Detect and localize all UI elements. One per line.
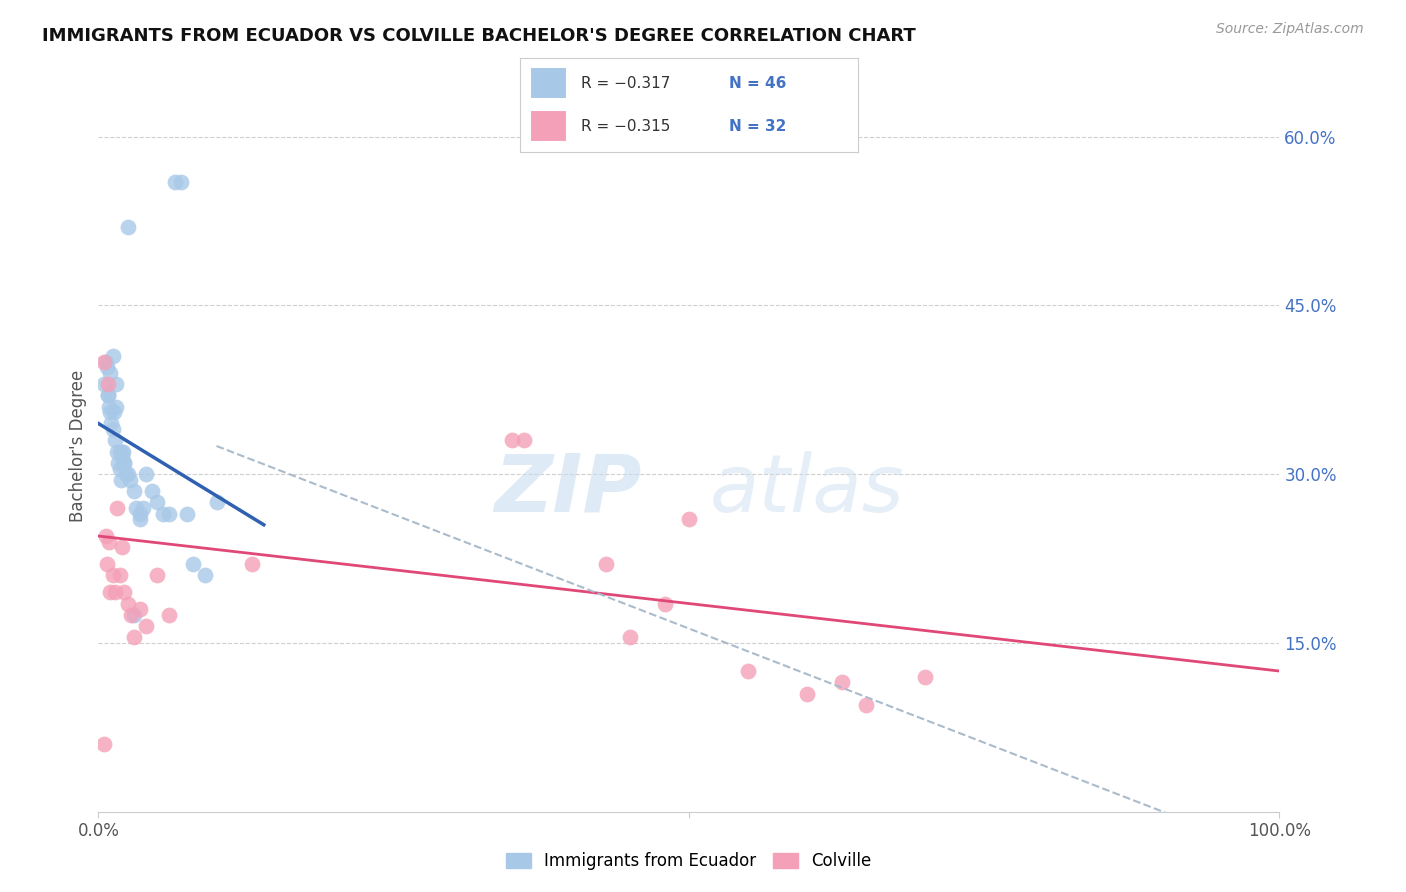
Point [98, 366, 121, 380]
Point [141, 483, 163, 498]
Point [619, 630, 641, 644]
Point [98, 400, 121, 414]
Point [96, 557, 118, 571]
Point [104, 434, 127, 448]
Point [108, 461, 131, 475]
Point [120, 473, 142, 487]
Point [107, 456, 129, 470]
Point [93, 354, 115, 368]
Point [117, 467, 139, 482]
Point [170, 175, 193, 189]
Point [165, 175, 187, 189]
Point [111, 450, 134, 465]
Point [855, 698, 877, 712]
Point [796, 687, 818, 701]
Point [105, 377, 128, 392]
Point [112, 456, 135, 470]
Point [117, 597, 139, 611]
Point [122, 630, 145, 644]
Point [194, 568, 217, 582]
Point [101, 422, 124, 436]
Point [128, 512, 150, 526]
Point [157, 507, 180, 521]
Point [125, 500, 148, 515]
Y-axis label: Bachelor's Degree: Bachelor's Degree [69, 370, 87, 522]
Point [914, 670, 936, 684]
Point [122, 607, 145, 622]
Point [105, 444, 128, 458]
Point [103, 405, 125, 419]
Point [737, 664, 759, 678]
Point [112, 456, 135, 470]
Point [110, 473, 132, 487]
Point [97, 388, 120, 402]
Point [93, 737, 115, 751]
Point [128, 507, 150, 521]
Point [176, 507, 198, 521]
Point [105, 500, 128, 515]
Point [146, 495, 169, 509]
FancyBboxPatch shape [530, 111, 568, 142]
Point [108, 444, 131, 458]
Point [108, 568, 131, 582]
Point [96, 360, 118, 375]
Point [501, 434, 523, 448]
Point [97, 388, 120, 402]
Text: R = −0.317: R = −0.317 [581, 76, 671, 91]
Point [121, 607, 143, 622]
Point [94, 529, 117, 543]
Point [101, 349, 124, 363]
Point [98, 585, 121, 599]
Point [111, 541, 134, 555]
Point [831, 675, 853, 690]
Point [654, 597, 676, 611]
Text: IMMIGRANTS FROM ECUADOR VS COLVILLE BACHELOR'S DEGREE CORRELATION CHART: IMMIGRANTS FROM ECUADOR VS COLVILLE BACH… [42, 27, 915, 45]
Point [205, 495, 228, 509]
Point [104, 585, 127, 599]
Point [93, 377, 115, 392]
Point [112, 444, 135, 458]
Point [101, 568, 124, 582]
Legend: Immigrants from Ecuador, Colville: Immigrants from Ecuador, Colville [499, 846, 879, 877]
Text: ZIP: ZIP [495, 450, 641, 529]
Point [135, 619, 157, 633]
Point [97, 377, 120, 392]
Point [117, 219, 139, 234]
Point [132, 500, 155, 515]
Point [512, 434, 534, 448]
Point [111, 444, 134, 458]
Point [678, 512, 700, 526]
Point [98, 534, 121, 549]
Point [98, 405, 121, 419]
Text: N = 32: N = 32 [730, 119, 787, 134]
Point [128, 602, 150, 616]
Text: Source: ZipAtlas.com: Source: ZipAtlas.com [1216, 22, 1364, 37]
Point [100, 417, 122, 431]
Point [240, 557, 263, 571]
FancyBboxPatch shape [530, 68, 568, 99]
Point [152, 507, 174, 521]
Point [122, 483, 145, 498]
Point [105, 400, 128, 414]
Point [114, 467, 136, 482]
Point [157, 607, 180, 622]
Text: R = −0.315: R = −0.315 [581, 119, 671, 134]
Point [112, 585, 135, 599]
Point [181, 557, 204, 571]
Point [135, 467, 157, 482]
Text: N = 46: N = 46 [730, 76, 787, 91]
Point [595, 557, 617, 571]
Point [146, 568, 169, 582]
Text: atlas: atlas [710, 450, 904, 529]
Point [94, 354, 117, 368]
